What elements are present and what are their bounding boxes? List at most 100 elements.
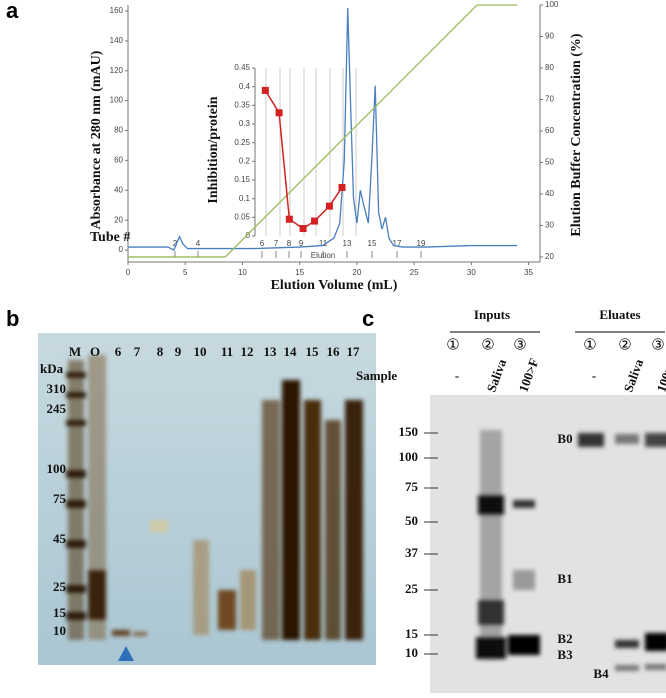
y2-tick-label: 100	[545, 0, 559, 9]
y-tick-label: 140	[110, 36, 124, 45]
lane-label: M	[69, 344, 81, 359]
unit-label: kDa	[40, 361, 64, 376]
lane-label: 16	[327, 344, 341, 359]
marker-label: 150	[399, 424, 419, 439]
marker-label: 10	[53, 623, 66, 638]
point	[275, 109, 283, 117]
marker-label: 245	[47, 401, 67, 416]
lane-label: O	[90, 344, 100, 359]
marker-label: 25	[53, 579, 67, 594]
tube-number: 9	[299, 239, 304, 248]
sample-name: 100>F	[516, 356, 542, 394]
sample-name: Saliva	[484, 357, 510, 395]
y2-tick-label: 20	[545, 252, 554, 261]
y-tick-label: 0.45	[234, 63, 250, 72]
band-label: B1	[557, 571, 572, 586]
panel-label: b	[6, 306, 19, 331]
marker-label: 15	[53, 605, 67, 620]
x-tick-label: 20	[352, 268, 361, 277]
tube-number: 17	[393, 239, 402, 248]
sample-label: Sample	[356, 368, 397, 383]
tube-number: 19	[417, 239, 426, 248]
sample-name: 100>F	[654, 356, 666, 394]
y2-tick-label: 80	[545, 63, 554, 72]
point	[311, 217, 319, 225]
annotation: Elution	[311, 251, 335, 260]
y-tick-label: 0.2	[239, 156, 251, 165]
lane-label: 10	[194, 344, 207, 359]
lane-label: 13	[264, 344, 278, 359]
marker-label: 45	[53, 531, 67, 546]
series-line	[128, 7, 518, 251]
lane-label: 14	[284, 344, 298, 359]
lane-label: 8	[157, 344, 164, 359]
group-label: Eluates	[599, 307, 640, 322]
x-tick-label: 10	[238, 268, 247, 277]
y-tick-label: 120	[110, 66, 124, 75]
y-tick-label: 0.1	[239, 194, 251, 203]
point	[299, 225, 307, 233]
tube-number: 7	[274, 239, 279, 248]
y2-tick-label: 70	[545, 95, 554, 104]
sample-name: Saliva	[621, 357, 647, 395]
point	[338, 183, 346, 191]
gel-bands	[66, 355, 363, 640]
x-tick-label: 30	[467, 268, 476, 277]
y-tick-label: 0	[119, 245, 124, 254]
y-tick-label: 0.15	[234, 175, 250, 184]
gel-bands	[476, 430, 666, 671]
x-tick-label: 25	[410, 268, 419, 277]
lane-label: 12	[241, 344, 254, 359]
lane-label: 7	[134, 344, 141, 359]
panel-label: a	[6, 0, 19, 23]
x-tick-label: 15	[295, 268, 304, 277]
lane-label: 17	[347, 344, 361, 359]
y-axis-label: Absorbance at 280 nm (mAU)	[89, 50, 104, 229]
y-tick-label: 0.35	[234, 100, 250, 109]
x-axis-label: Elution Volume (mL)	[271, 278, 398, 293]
marker-label: 25	[405, 581, 419, 596]
marker-label: 37	[405, 545, 419, 560]
y-tick-label: 20	[114, 215, 123, 224]
y-tick-label: 0.25	[234, 138, 250, 147]
tube-number: 11	[319, 239, 328, 248]
lane-label: 9	[175, 344, 182, 359]
tube-number: 6	[260, 239, 265, 248]
y2-tick-label: 40	[545, 189, 554, 198]
tube-number: 8	[287, 239, 292, 248]
marker-label: 75	[53, 491, 67, 506]
lane-number: ②	[481, 337, 494, 353]
marker-label: 10	[405, 645, 418, 660]
y-tick-label: 0.05	[234, 212, 250, 221]
y2-tick-label: 30	[545, 221, 554, 230]
lane-number: ③	[651, 337, 664, 353]
sample-name: -	[455, 368, 459, 383]
x-tick-label: 35	[524, 268, 533, 277]
group-label: Inputs	[474, 307, 510, 322]
y2-axis-label: Elution Buffer Concentration (%)	[569, 33, 584, 236]
y-tick-label: 100	[110, 96, 124, 105]
tube-number: 13	[343, 239, 352, 248]
y-tick-label: 0	[246, 231, 251, 240]
y2-tick-label: 60	[545, 126, 554, 135]
band-label: B0	[557, 431, 572, 446]
y-tick-label: 160	[110, 6, 124, 15]
marker-label: 15	[405, 626, 419, 641]
tube-label: Tube #	[90, 230, 130, 245]
lane-number: ②	[618, 337, 631, 353]
band-label: B2	[557, 631, 572, 646]
lane-label: 6	[115, 344, 122, 359]
marker-label: 100	[47, 461, 67, 476]
marker-label: 75	[405, 479, 419, 494]
marker-triangle	[118, 646, 134, 661]
tube-number: 15	[368, 239, 377, 248]
tube-number: 2	[173, 239, 178, 248]
marker-label: 310	[47, 381, 67, 396]
y-tick-label: 80	[114, 126, 123, 135]
inset-y-label: Inhibition/protein	[206, 96, 221, 203]
sample-name: -	[592, 368, 596, 383]
band-label: B4	[593, 666, 609, 681]
y2-tick-label: 90	[545, 32, 554, 41]
lane-number: ①	[446, 337, 459, 353]
